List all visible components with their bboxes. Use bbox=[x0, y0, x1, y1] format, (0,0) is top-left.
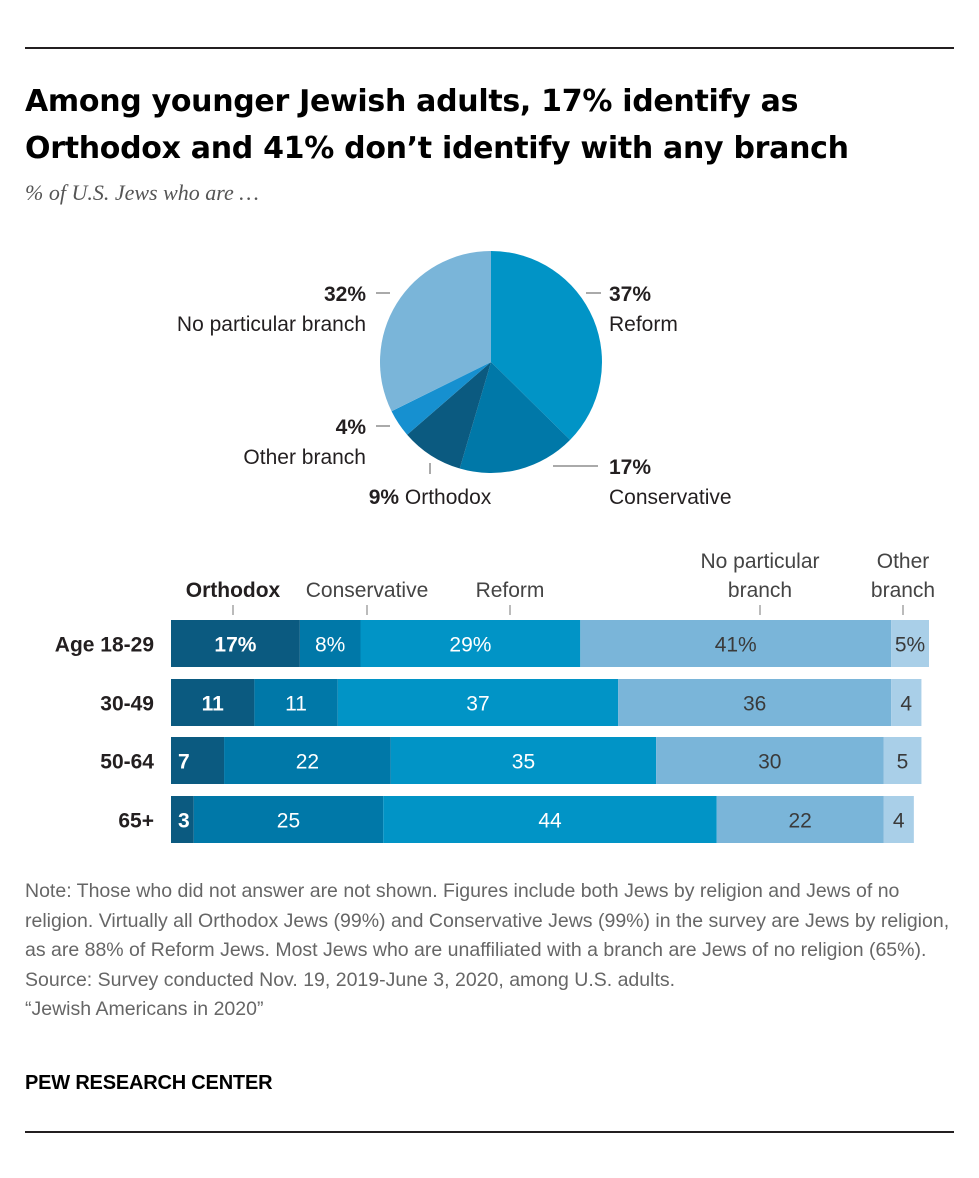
bar-segment-reform bbox=[360, 620, 581, 667]
bar-segment-orthodox bbox=[171, 796, 194, 843]
chart-subtitle: % of U.S. Jews who are … bbox=[25, 180, 259, 205]
pie-slice-reform bbox=[491, 251, 602, 440]
bar-segment-conservative bbox=[193, 796, 384, 843]
bar-segment-other-branch bbox=[883, 796, 914, 843]
bar-header-reform: Reform bbox=[476, 579, 545, 602]
bar-segment-reform bbox=[337, 679, 619, 726]
bar-value-label-orthodox: 3 bbox=[178, 810, 190, 833]
bar-segment-reform bbox=[383, 796, 717, 843]
bar-value-label-reform: 44 bbox=[538, 810, 562, 833]
bar-value-label-orthodox: 11 bbox=[202, 693, 225, 716]
brand-logo-text: PEW RESEARCH CENTER bbox=[25, 1072, 273, 1094]
bottom-rule bbox=[25, 1131, 954, 1133]
bar-value-label-conservative: 22 bbox=[296, 751, 319, 774]
bar-header-conservative: Conservative bbox=[306, 579, 429, 602]
bar-value-label-orthodox: 7 bbox=[178, 751, 190, 774]
pie-name-orthodox: Orthodox bbox=[399, 486, 492, 509]
bar-value-label-other-branch: 4 bbox=[893, 810, 905, 833]
bar-value-label-conservative: 25 bbox=[277, 810, 300, 833]
pie-value-other-branch: 4% bbox=[336, 416, 367, 439]
bar-value-label-orthodox: 17% bbox=[214, 634, 256, 657]
bar-value-label-reform: 29% bbox=[449, 634, 491, 657]
bar-value-label-reform: 35 bbox=[512, 751, 535, 774]
source-text: Source: Survey conducted Nov. 19, 2019-J… bbox=[25, 968, 676, 991]
bar-category-label: Age 18-29 bbox=[55, 634, 154, 657]
pie-slice-other-branch bbox=[391, 362, 491, 435]
bar-header-no-particular-branch: branch bbox=[728, 579, 792, 602]
bar-value-label-no-particular-branch: 30 bbox=[758, 751, 781, 774]
bar-segment-no-particular-branch bbox=[656, 737, 884, 784]
bar-value-label-reform: 37 bbox=[466, 693, 489, 716]
pie-value-reform: 37% bbox=[609, 283, 651, 306]
report-title: “Jewish Americans in 2020” bbox=[25, 998, 264, 1020]
chart-area: 37% Reform 17% Conservative 9% Orthodox 4% Oth… bbox=[55, 251, 935, 843]
pie-slice-no-particular-branch bbox=[379, 251, 491, 412]
bar-category-label: 65+ bbox=[118, 810, 154, 833]
bar-value-label-conservative: 8% bbox=[315, 634, 345, 657]
stacked-bar-chart: Orthodox Conservative Reform No particular b… bbox=[55, 550, 935, 843]
pie-slice-orthodox bbox=[407, 362, 491, 469]
pie-slice-conservative bbox=[459, 362, 571, 473]
bar-segment-other-branch bbox=[883, 737, 922, 784]
bar-header-other-branch: branch bbox=[871, 579, 935, 602]
note-text: Note: Those who did not answer are not s… bbox=[25, 880, 950, 961]
bar-segment-reform bbox=[390, 737, 657, 784]
pie-value-no-particular-branch: 32% bbox=[324, 283, 366, 306]
bar-category-label: 50-64 bbox=[100, 751, 154, 774]
pie-value-conservative: 17% bbox=[609, 456, 651, 479]
bar-segment-no-particular-branch bbox=[716, 796, 884, 843]
bar-value-label-other-branch: 5 bbox=[897, 751, 909, 774]
pie-name-reform: Reform bbox=[609, 313, 678, 336]
pie-label-orthodox: 9% Orthodox bbox=[369, 486, 492, 509]
bar-segment-conservative bbox=[299, 620, 361, 667]
bar-segment-conservative bbox=[254, 679, 338, 726]
top-rule bbox=[25, 47, 954, 49]
pie-name-no-particular-branch: No particular branch bbox=[177, 313, 366, 336]
bar-segment-other-branch bbox=[891, 620, 929, 667]
pie-name-conservative: Conservative bbox=[609, 486, 732, 509]
bar-segment-orthodox bbox=[171, 620, 300, 667]
bar-category-label: 30-49 bbox=[100, 693, 154, 716]
pie-name-other-branch: Other branch bbox=[243, 446, 366, 469]
bar-value-label-no-particular-branch: 36 bbox=[743, 693, 766, 716]
pie-value-orthodox: 9% bbox=[369, 486, 400, 509]
chart-title: Among younger Jewish adults, 17% identif… bbox=[25, 84, 849, 166]
pie-chart: 37% Reform 17% Conservative 9% Orthodox 4% Oth… bbox=[177, 251, 732, 509]
bar-header-other-branch: Other bbox=[877, 550, 930, 573]
bar-value-label-conservative: 11 bbox=[285, 693, 307, 716]
bar-value-label-no-particular-branch: 41% bbox=[715, 634, 757, 657]
bar-header-orthodox: Orthodox bbox=[186, 579, 281, 602]
bar-segment-conservative bbox=[224, 737, 391, 784]
bar-value-label-other-branch: 5% bbox=[895, 634, 925, 657]
bar-segment-orthodox bbox=[171, 679, 255, 726]
bar-header-no-particular-branch: No particular bbox=[700, 550, 819, 573]
bar-value-label-other-branch: 4 bbox=[900, 693, 912, 716]
bar-segment-other-branch bbox=[891, 679, 922, 726]
bar-segment-orthodox bbox=[171, 737, 225, 784]
notes: Note: Those who did not answer are not s… bbox=[25, 877, 960, 1025]
bar-value-label-no-particular-branch: 22 bbox=[788, 810, 811, 833]
bar-segment-no-particular-branch bbox=[580, 620, 892, 667]
bar-segment-no-particular-branch bbox=[618, 679, 892, 726]
